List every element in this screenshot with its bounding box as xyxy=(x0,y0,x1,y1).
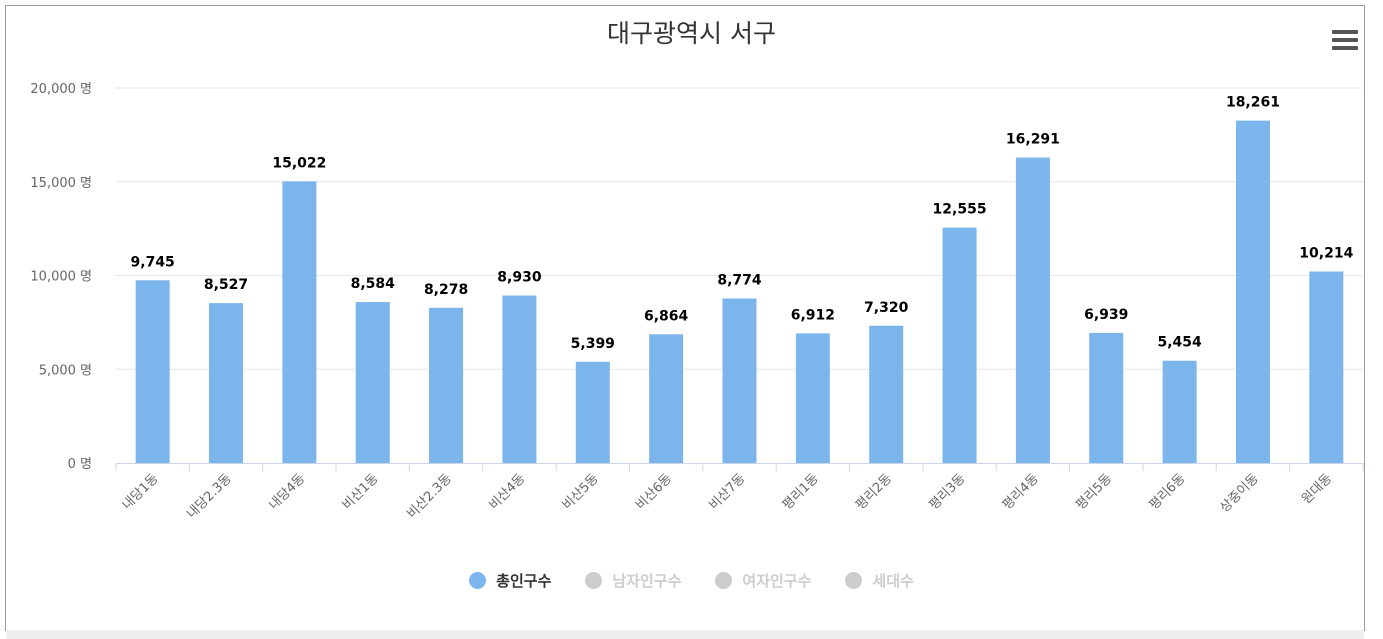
x-tick-label: 평리1동 xyxy=(780,471,822,513)
legend-label: 총인구수 xyxy=(496,572,552,590)
menu-line xyxy=(1332,38,1358,42)
bar xyxy=(1162,360,1197,463)
legend-label: 세대수 xyxy=(872,572,914,590)
bar xyxy=(135,280,170,463)
legend-marker-icon xyxy=(585,572,603,589)
x-tick-label: 평리2동 xyxy=(853,471,895,513)
data-label: 8,584 xyxy=(351,276,396,292)
x-tick-label: 비산7동 xyxy=(706,471,748,513)
legend-marker-icon xyxy=(469,572,487,589)
bar xyxy=(1089,332,1124,463)
y-tick-label: 15,000 명 xyxy=(30,176,92,191)
bar xyxy=(942,227,977,463)
legend-marker-icon xyxy=(715,572,733,589)
data-label: 6,939 xyxy=(1084,307,1128,323)
legend-item[interactable]: 여자인구수 xyxy=(715,570,811,591)
bar xyxy=(1309,271,1344,463)
data-label: 6,912 xyxy=(791,307,835,323)
bar xyxy=(429,307,464,463)
y-tick-label: 0 명 xyxy=(68,457,92,472)
data-label: 5,399 xyxy=(571,336,615,352)
bottom-strip xyxy=(6,630,1364,639)
data-label: 16,291 xyxy=(1006,132,1060,148)
data-label: 5,454 xyxy=(1157,335,1202,351)
y-tick-label: 10,000 명 xyxy=(30,270,92,285)
data-label: 15,022 xyxy=(272,155,326,171)
bar-chart-svg: 0 명 5,000 명 10,000 명 15,000 명 20,000 명 9,745 내… xyxy=(30,82,1364,522)
chart-title: 대구광역시 서구 xyxy=(607,19,776,48)
data-label: 18,261 xyxy=(1226,95,1280,111)
bar xyxy=(869,325,904,463)
x-tick-label: 내당4동 xyxy=(266,471,308,513)
data-label: 8,930 xyxy=(497,270,542,286)
legend-item[interactable]: 총인구수 xyxy=(469,570,551,591)
legend-label: 남자인구수 xyxy=(612,572,682,590)
bar xyxy=(649,334,684,463)
legend-item[interactable]: 남자인구수 xyxy=(585,570,681,591)
data-label: 9,745 xyxy=(131,254,175,270)
x-tick-label: 비산4동 xyxy=(486,471,528,513)
data-label: 8,527 xyxy=(204,277,248,293)
bar xyxy=(1235,120,1270,463)
y-tick-label: 5,000 명 xyxy=(39,363,92,378)
x-tick-label: 내당2.3동 xyxy=(184,471,235,522)
x-tick-label: 내당1동 xyxy=(120,471,162,513)
data-label: 12,555 xyxy=(933,202,987,218)
legend-item[interactable]: 세대수 xyxy=(845,570,914,591)
bar xyxy=(209,303,244,463)
bar xyxy=(355,302,390,463)
bar xyxy=(1015,157,1050,463)
x-tick-label: 비산1동 xyxy=(340,471,382,513)
y-tick-label: 20,000 명 xyxy=(30,82,92,97)
bar xyxy=(722,298,757,463)
x-tick-label: 상중이동 xyxy=(1217,471,1261,515)
chart-legend: 총인구수 남자인구수 여자인구수 세대수 xyxy=(0,570,1383,591)
data-label: 8,774 xyxy=(717,272,762,288)
legend-marker-icon xyxy=(845,572,863,589)
menu-line xyxy=(1332,46,1358,50)
hamburger-menu-icon[interactable] xyxy=(1332,30,1358,52)
legend-label: 여자인구수 xyxy=(742,572,812,590)
x-tick-label: 평리5동 xyxy=(1073,471,1115,513)
x-tick-label: 평리6동 xyxy=(1147,471,1189,513)
menu-line xyxy=(1332,30,1358,34)
data-label: 6,864 xyxy=(644,308,689,324)
bar xyxy=(282,181,317,463)
bar xyxy=(795,333,830,463)
x-tick-label: 비산2.3동 xyxy=(404,471,455,522)
data-label: 7,320 xyxy=(864,300,909,316)
x-tick-label: 평리3동 xyxy=(927,471,969,513)
bar xyxy=(502,295,537,463)
bar xyxy=(575,361,610,463)
data-label: 8,278 xyxy=(424,282,468,298)
x-tick-label: 비산6동 xyxy=(633,471,675,513)
x-tick-label: 평리4동 xyxy=(1000,471,1042,513)
x-tick-label: 원대동 xyxy=(1299,471,1335,507)
x-tick-label: 비산5동 xyxy=(560,471,602,513)
data-label: 10,214 xyxy=(1299,245,1353,261)
